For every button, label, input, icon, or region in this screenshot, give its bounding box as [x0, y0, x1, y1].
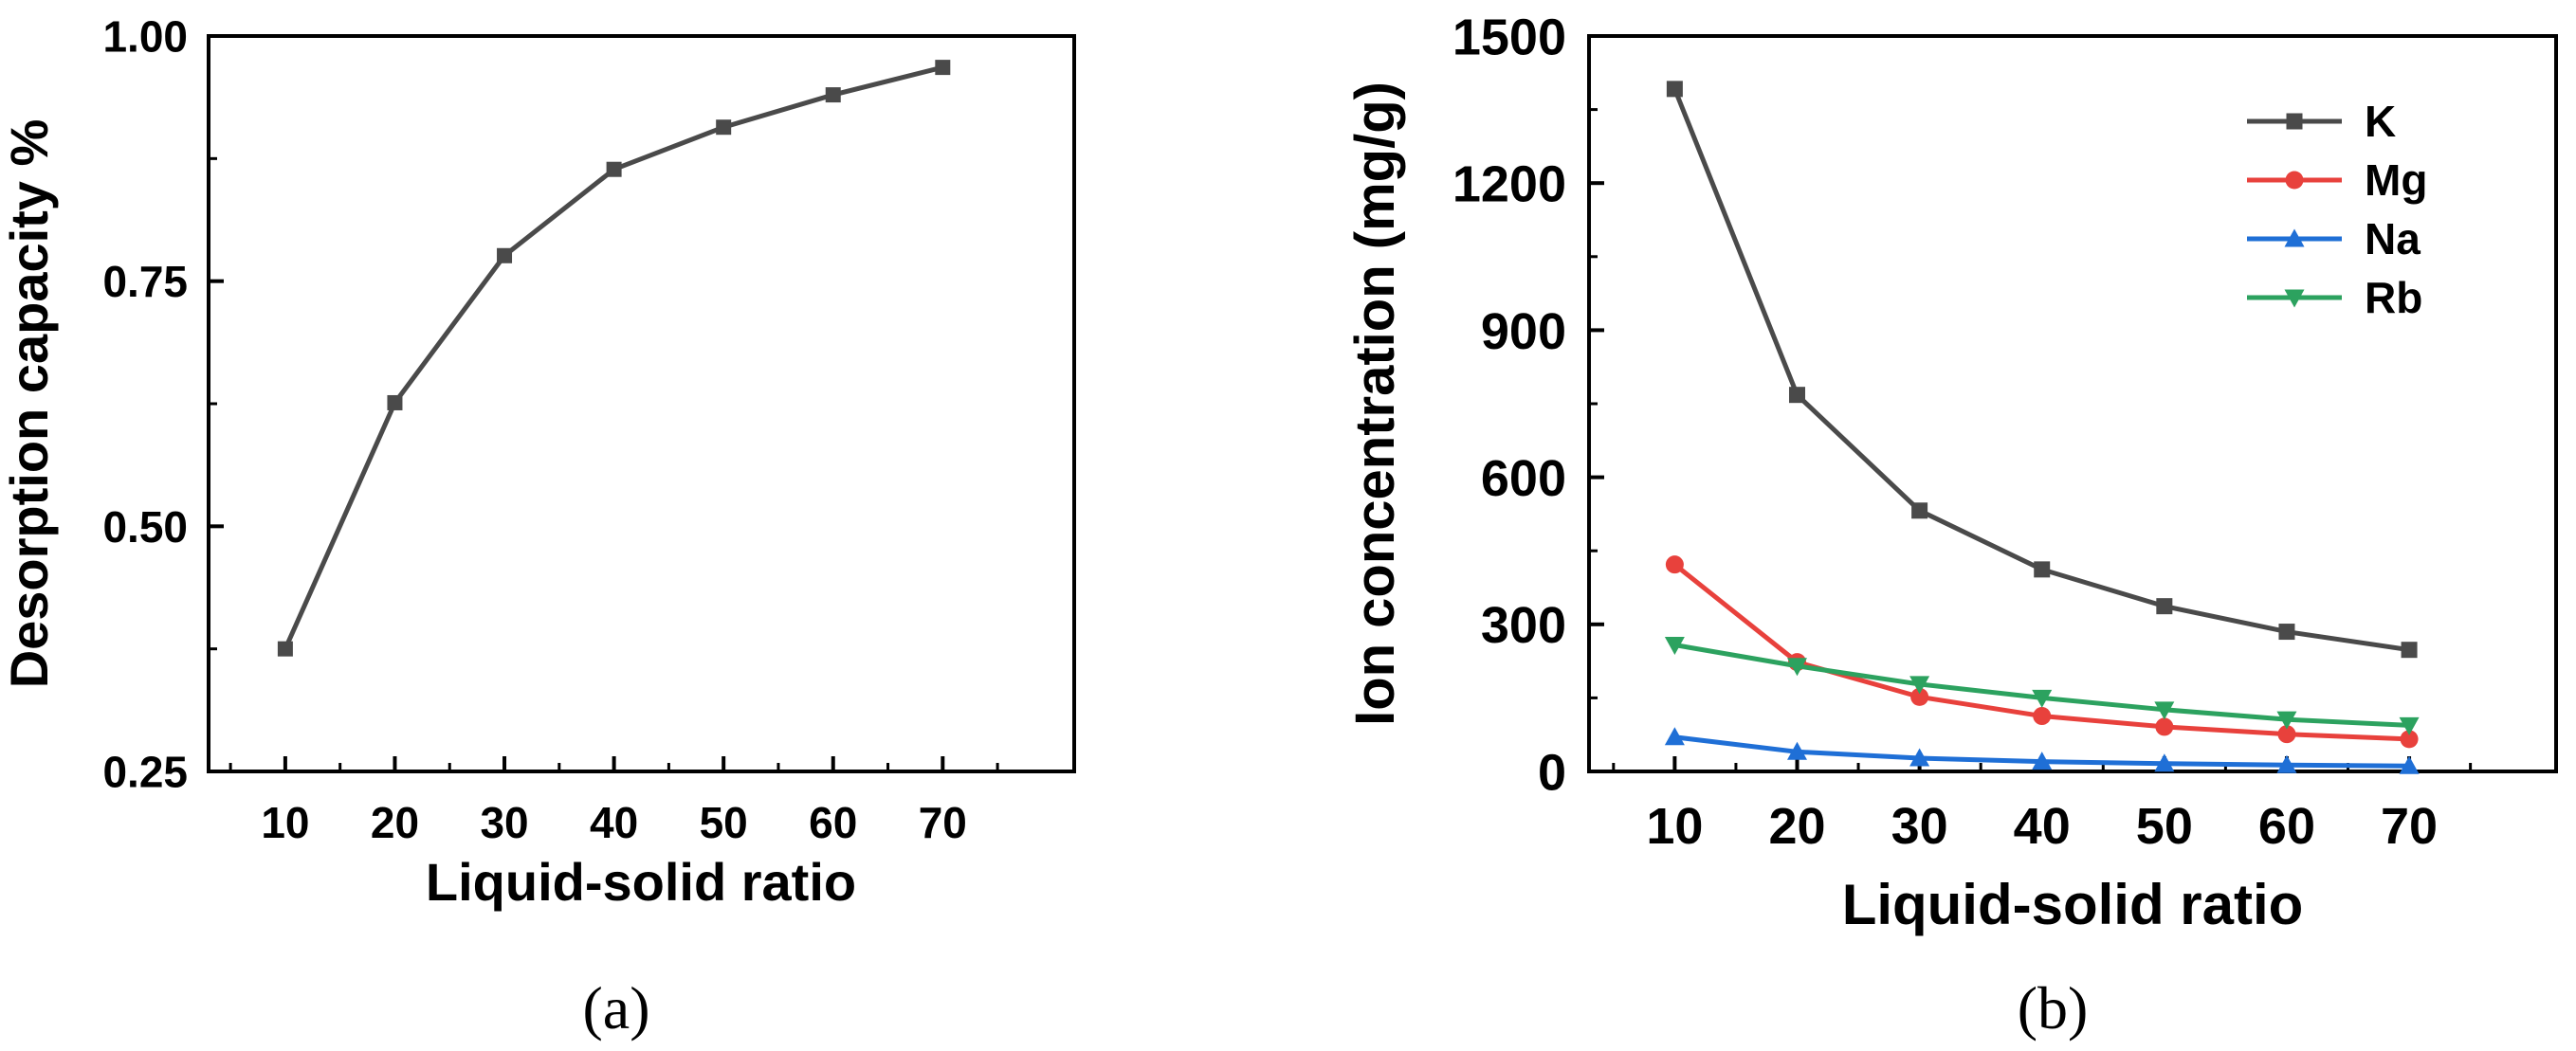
panel-b-data-point: [1788, 387, 1805, 404]
panel-b-y-tick-label: 600: [1481, 450, 1566, 507]
panel-a-data-point: [935, 60, 951, 76]
panel-a-data-point: [606, 161, 622, 177]
panel-a-y-tick-label: 0.50: [102, 502, 188, 552]
panel-a-y-tick-label: 0.75: [102, 257, 188, 306]
panel-b-x-tick-label: 70: [2381, 798, 2438, 855]
panel-b-x-axis-title: Liquid-solid ratio: [1842, 873, 2304, 936]
panel-b-data-point: [1664, 637, 1685, 656]
legend-marker: [2284, 289, 2305, 308]
panel-b-data-point: [1909, 676, 1930, 695]
panel-b-y-tick-label: 1200: [1452, 156, 1566, 213]
panel-b-data-point: [2277, 725, 2296, 744]
panel-b-data-point: [2032, 752, 2053, 770]
legend-item-mg: Mg: [2247, 155, 2427, 205]
legend-item-rb: Rb: [2247, 273, 2422, 322]
legend-label: K: [2365, 97, 2396, 146]
panel-b-data-point: [2034, 561, 2051, 578]
panel-a-x-tick-label: 40: [590, 798, 638, 847]
panel-b-x-tick-label: 20: [1768, 798, 1825, 855]
panel-b-legend: K Mg Na Rb: [2247, 97, 2427, 322]
panel-b-data-point: [1911, 502, 1928, 519]
panel-b-data-point: [1786, 741, 1807, 760]
panel-b-data-point: [2399, 716, 2420, 735]
panel-b-data-point: [1665, 555, 1684, 574]
panel-a-chart: 0.25 0.50 0.75 1.00 10 20 30 40 50 60 70 Liquid-s…: [0, 12, 1076, 1042]
panel-b-x-tick-label: 30: [1891, 798, 1948, 855]
panel-a-data-point: [716, 119, 732, 136]
panel-b-label: (b): [2018, 974, 2089, 1042]
panel-b-data-point: [2401, 642, 2418, 659]
panel-b-x-tick-label: 60: [2258, 798, 2315, 855]
panel-b-series-na: [1664, 727, 2420, 774]
panel-b-data-point: [2032, 689, 2053, 708]
panel-a-y-tick-label: 0.25: [102, 748, 188, 797]
panel-b-data-point: [2278, 624, 2295, 641]
legend-label: Rb: [2365, 273, 2422, 322]
panel-b-data-point: [2154, 701, 2175, 720]
panel-b-data-point: [2156, 598, 2173, 615]
legend-item-na: Na: [2247, 214, 2421, 263]
legend-marker: [2285, 171, 2304, 190]
panel-b-data-point: [1909, 748, 1930, 767]
panel-b-data-point: [1786, 658, 1807, 677]
panel-a-label: (a): [582, 974, 649, 1042]
panel-b-data-point: [2276, 711, 2297, 730]
panel-b-x-tick-label: 50: [2136, 798, 2193, 855]
panel-a-data-point: [277, 641, 293, 657]
panel-b-y-tick-label: 1500: [1452, 9, 1566, 65]
panel-a-data-point: [825, 87, 841, 103]
panel-b-plot-frame: [1587, 34, 2558, 773]
panel-a-data-point: [387, 394, 403, 410]
panel-a-x-tick-label: 20: [371, 798, 419, 847]
panel-a-y-tick-label: 1.00: [102, 12, 188, 62]
legend-item-k: K: [2247, 97, 2396, 146]
panel-b-data-point: [2399, 755, 2420, 774]
panel-b-y-tick-label: 300: [1481, 597, 1566, 654]
legend-marker: [2284, 228, 2305, 247]
panel-b-data-point: [2154, 753, 2175, 772]
panel-b-y-tick-label: 900: [1481, 303, 1566, 360]
panel-a-x-tick-label: 50: [700, 798, 748, 847]
panel-b-series-rb: [1664, 637, 2420, 735]
panel-a-y-axis-title: Desorption capacity %: [0, 119, 59, 689]
legend-label: Mg: [2365, 155, 2427, 205]
panel-b-data-point: [2033, 707, 2052, 726]
panel-a-x-tick-label: 30: [480, 798, 528, 847]
panel-a-plot-frame: [207, 34, 1076, 773]
legend-label: Na: [2365, 214, 2421, 263]
panel-a-x-tick-label: 10: [261, 798, 309, 847]
panel-b-x-tick-label: 10: [1646, 798, 1703, 855]
panel-b-series-k: [1666, 81, 2418, 659]
panel-b-data-point: [2400, 730, 2419, 749]
panel-a-series-line: [283, 64, 943, 650]
panel-b-data-point: [1666, 81, 1683, 98]
panel-b-data-point: [2155, 717, 2174, 736]
panel-b-data-point: [1664, 727, 1685, 746]
panel-b-data-point: [2276, 754, 2297, 773]
panel-b-data-point: [1910, 687, 1929, 706]
panel-a-x-tick-label: 60: [809, 798, 857, 847]
panel-b-y-axis-title: Ion concentration (mg/g): [1344, 82, 1406, 726]
panel-b-x-tick-label: 40: [2014, 798, 2071, 855]
panel-a-data-point: [497, 247, 513, 263]
panel-b-y-tick-label: 0: [1538, 744, 1566, 801]
panel-b-chart: 0 300 600 900 1200 1500 10 20 30 40 50 60 70 K Mg Na R…: [1344, 9, 2558, 1042]
panel-a-x-tick-label: 70: [919, 798, 967, 847]
legend-marker: [2286, 113, 2303, 130]
panel-a-x-axis-title: Liquid-solid ratio: [426, 852, 856, 912]
panel-a-series-desorption-capacity: [277, 60, 951, 657]
